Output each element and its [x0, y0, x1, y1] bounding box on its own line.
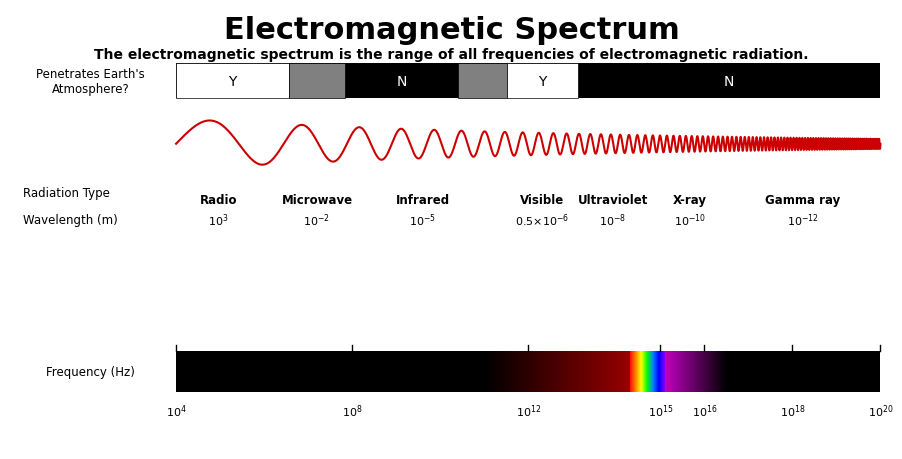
- Text: $10^{-5}$: $10^{-5}$: [409, 212, 436, 229]
- Text: Wavelength (m): Wavelength (m): [23, 214, 117, 227]
- Text: $10^8$: $10^8$: [342, 403, 362, 419]
- Bar: [176, 64, 289, 99]
- Text: Gamma ray: Gamma ray: [765, 193, 840, 206]
- Text: Ultraviolet: Ultraviolet: [577, 193, 648, 206]
- Text: The electromagnetic spectrum is the range of all frequencies of electromagnetic : The electromagnetic spectrum is the rang…: [94, 48, 808, 62]
- Text: Microwave: Microwave: [281, 193, 352, 206]
- Text: $10^{18}$: $10^{18}$: [778, 403, 805, 419]
- Text: Radiation Type: Radiation Type: [23, 186, 109, 199]
- Text: Visible: Visible: [520, 193, 564, 206]
- Text: Radio: Radio: [199, 193, 237, 206]
- Bar: [176, 64, 879, 99]
- Text: $10^{-8}$: $10^{-8}$: [599, 212, 626, 229]
- Text: X-ray: X-ray: [673, 193, 706, 206]
- Text: Electromagnetic Spectrum: Electromagnetic Spectrum: [224, 16, 678, 45]
- Text: Y: Y: [228, 74, 236, 89]
- Text: $0.5{\times}10^{-6}$: $0.5{\times}10^{-6}$: [515, 212, 569, 229]
- Text: $10^{-12}$: $10^{-12}$: [787, 212, 818, 229]
- Bar: [289, 64, 345, 99]
- Text: $10^{12}$: $10^{12}$: [515, 403, 540, 419]
- Text: $10^{16}$: $10^{16}$: [691, 403, 716, 419]
- Text: $10^{15}$: $10^{15}$: [647, 403, 672, 419]
- Text: N: N: [396, 74, 406, 89]
- Text: $10^{-10}$: $10^{-10}$: [674, 212, 705, 229]
- Text: Penetrates Earth's
Atmosphere?: Penetrates Earth's Atmosphere?: [36, 67, 144, 95]
- Bar: [457, 64, 507, 99]
- Text: $10^3$: $10^3$: [207, 212, 228, 229]
- Text: Infrared: Infrared: [395, 193, 449, 206]
- Text: Y: Y: [538, 74, 546, 89]
- Text: Frequency (Hz): Frequency (Hz): [46, 365, 134, 378]
- Text: $10^{-2}$: $10^{-2}$: [303, 212, 330, 229]
- Bar: [507, 64, 577, 99]
- Text: N: N: [723, 74, 733, 89]
- Text: $10^{20}$: $10^{20}$: [867, 403, 892, 419]
- Text: $10^4$: $10^4$: [165, 403, 187, 419]
- Bar: [176, 351, 879, 392]
